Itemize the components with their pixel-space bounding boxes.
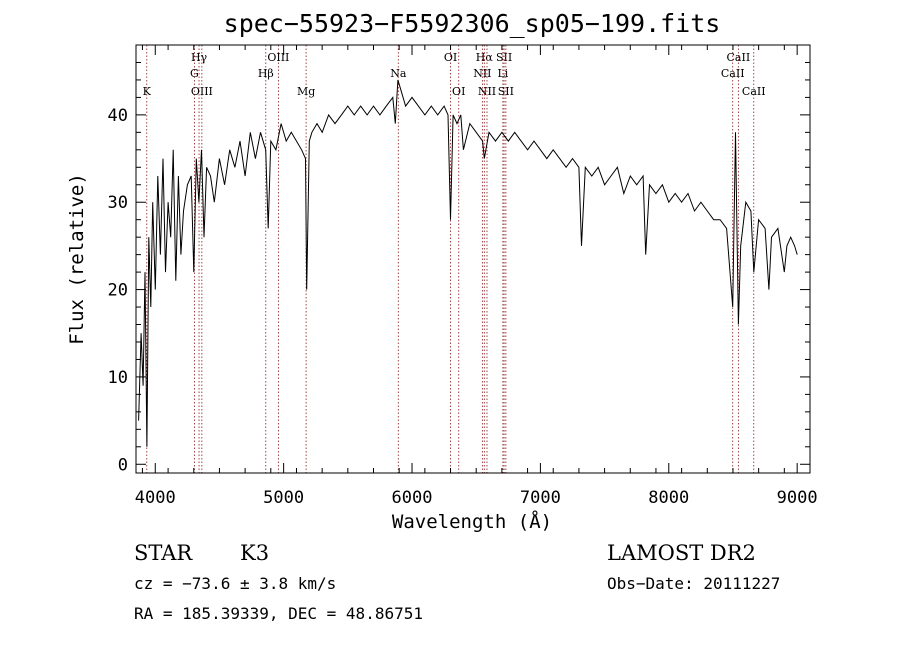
x-axis-ticks: 4000 5000 6000 7000 8000 9000 [135,45,818,508]
object-class: STAR [134,541,193,565]
line-marker-label: SII [498,85,514,98]
line-marker-label: OIII [267,51,289,64]
y-axis-label: Flux (relative) [66,173,88,345]
coordinates: RA = 185.39339, DEC = 48.86751 [134,604,423,623]
x-tick-label: 8000 [648,488,689,508]
y-tick-label: 40 [108,106,128,126]
line-marker-label: Hγ [191,51,208,64]
survey-name: LAMOST DR2 [607,541,756,565]
x-axis-label: Wavelength (Å) [392,510,552,533]
chart-title: spec−55923−F5592306_sp05−199.fits [224,9,721,38]
x-tick-label: 6000 [392,488,433,508]
line-marker-label: OI [444,51,457,64]
y-axis-ticks: 0 10 20 30 40 [108,61,810,475]
line-marker-label: K [143,85,152,98]
redshift-info: cz = −73.6 ± 3.8 km/s [134,574,336,593]
line-marker-label: Hα [476,51,494,64]
line-marker-label: CaII [721,67,745,80]
y-tick-label: 0 [118,455,128,475]
line-marker-label: Li [497,67,508,80]
y-tick-label: 30 [108,193,128,213]
line-marker-label: Na [390,67,407,80]
line-marker-label: Hβ [258,67,274,80]
line-marker-label: G [190,67,199,80]
x-tick-label: 5000 [263,488,304,508]
x-tick-label: 9000 [777,488,818,508]
line-marker-label: OI [452,85,465,98]
line-marker-label: CaII [727,51,751,64]
line-marker-label: CaII [742,85,766,98]
line-marker-label: NII [478,85,496,98]
observation-date: Obs−Date: 20111227 [607,574,780,593]
plot-frame [135,44,811,474]
x-tick-label: 4000 [135,488,176,508]
line-marker-label: Mg [297,85,315,98]
object-subclass: K3 [240,541,269,565]
line-marker-label: OIII [191,85,213,98]
line-marker-label: NII [473,67,491,80]
line-marker-label: SII [496,51,512,64]
y-tick-label: 10 [108,368,128,388]
spectrum-line [138,79,798,447]
y-tick-label: 20 [108,281,128,301]
x-tick-label: 7000 [520,488,561,508]
